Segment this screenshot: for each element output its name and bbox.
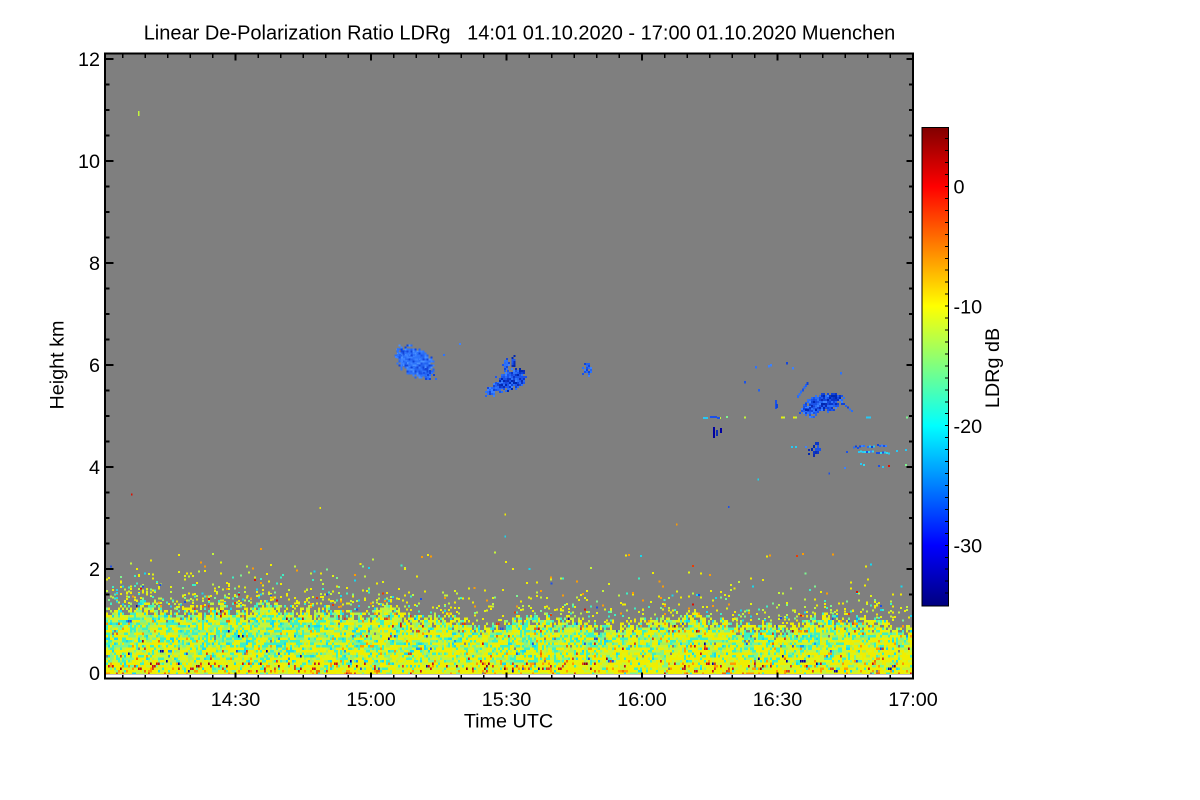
svg-text:10: 10 <box>78 151 100 173</box>
svg-text:12: 12 <box>78 49 100 71</box>
svg-text:16:00: 16:00 <box>617 689 667 711</box>
svg-text:Height km: Height km <box>47 320 69 409</box>
svg-text:Time UTC: Time UTC <box>464 711 553 733</box>
svg-text:LDRg dB: LDRg dB <box>982 328 1004 408</box>
svg-text:15:30: 15:30 <box>482 689 532 711</box>
svg-text:0: 0 <box>89 663 100 685</box>
svg-text:0: 0 <box>954 177 965 199</box>
svg-text:2: 2 <box>89 559 100 581</box>
svg-text:8: 8 <box>89 253 100 275</box>
svg-text:6: 6 <box>89 355 100 377</box>
svg-text:14:30: 14:30 <box>211 689 261 711</box>
svg-text:-20: -20 <box>954 416 983 438</box>
svg-text:16:30: 16:30 <box>753 689 803 711</box>
svg-text:15:00: 15:00 <box>346 689 396 711</box>
svg-text:-30: -30 <box>954 536 983 558</box>
svg-text:-10: -10 <box>954 296 983 318</box>
svg-text:Linear De-Polarization Ratio L: Linear De-Polarization Ratio LDRg 14:01 … <box>144 23 896 45</box>
svg-text:17:00: 17:00 <box>888 689 938 711</box>
svg-text:4: 4 <box>89 457 100 479</box>
